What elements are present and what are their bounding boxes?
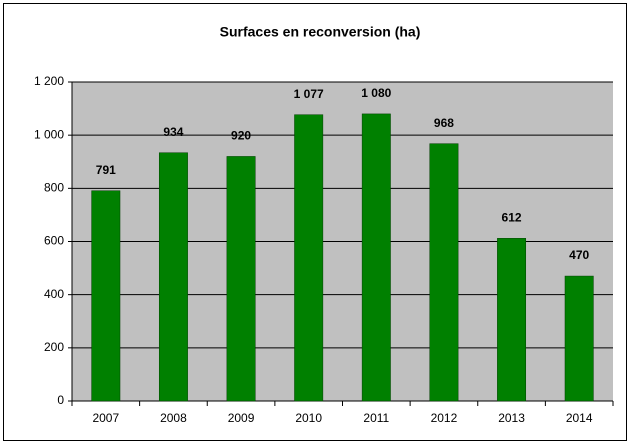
bar <box>294 114 324 402</box>
bar <box>158 152 188 402</box>
x-tick-label: 2011 <box>363 411 389 425</box>
x-tick-label: 2007 <box>92 411 119 425</box>
y-tick-label: 800 <box>44 181 64 195</box>
y-tick-label: 600 <box>44 234 64 248</box>
x-tick-label: 2014 <box>566 411 593 425</box>
bar <box>91 190 121 402</box>
data-label: 920 <box>231 129 251 143</box>
bar <box>564 275 594 402</box>
y-tick-label: 200 <box>44 340 64 354</box>
bar <box>497 238 527 402</box>
x-tick-label: 2009 <box>228 411 255 425</box>
y-tick-label: 1 000 <box>34 127 64 141</box>
x-tick-label: 2010 <box>295 411 322 425</box>
x-tick-label: 2008 <box>160 411 187 425</box>
bar <box>429 143 459 402</box>
bar <box>361 113 391 402</box>
y-tick-label: 1 200 <box>34 74 64 88</box>
data-label: 470 <box>569 248 589 262</box>
y-tick-label: 0 <box>57 393 64 407</box>
data-label: 934 <box>163 125 183 139</box>
x-tick-label: 2012 <box>431 411 458 425</box>
x-tick-label: 2013 <box>498 411 525 425</box>
data-label: 1 080 <box>361 86 391 100</box>
data-label: 612 <box>502 210 522 224</box>
chart-title: Surfaces en reconversion (ha) <box>220 24 421 40</box>
data-label: 1 077 <box>294 87 324 101</box>
data-label: 968 <box>434 116 454 130</box>
y-tick-label: 400 <box>44 287 64 301</box>
bar <box>226 156 256 402</box>
data-label: 791 <box>96 163 116 177</box>
